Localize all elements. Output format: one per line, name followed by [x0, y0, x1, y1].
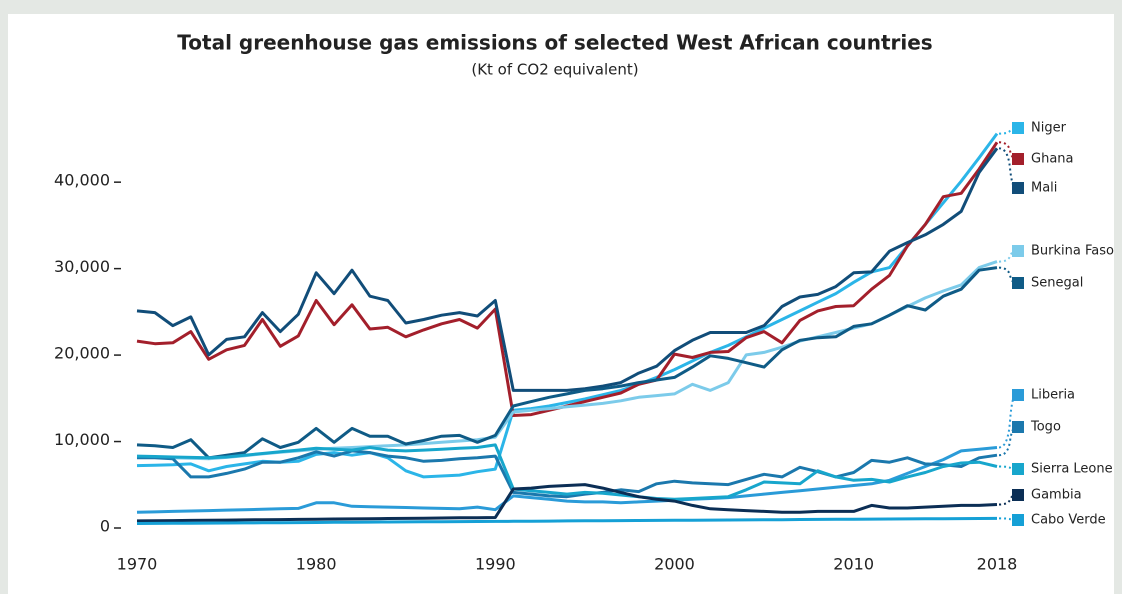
legend-label: Togo: [1030, 420, 1061, 435]
legend-connector: [998, 394, 1017, 449]
y-tick-label: 40,000: [54, 171, 110, 190]
legend-swatch: [1012, 389, 1024, 401]
x-tick-label: 1990: [475, 555, 516, 574]
legend-label: Niger: [1031, 121, 1067, 136]
legend-label: Mali: [1031, 181, 1057, 196]
legend-connector: [998, 147, 1017, 189]
legend-label: Burkina Faso: [1031, 244, 1114, 259]
series-line: [136, 516, 998, 525]
chart-subtitle: (Kt of CO2 equivalent): [471, 61, 638, 79]
legend-label: Gambia: [1031, 488, 1082, 503]
legend-swatch: [1012, 277, 1024, 289]
legend-swatch: [1012, 489, 1024, 501]
legend-label: Liberia: [1031, 388, 1075, 403]
legend-label: Cabo Verde: [1031, 513, 1106, 528]
x-tick-label: 1980: [296, 555, 337, 574]
series-line: [136, 446, 998, 514]
legend-swatch: [1012, 463, 1024, 475]
legend-label: Sierra Leone: [1031, 462, 1113, 477]
legend-swatch: [1012, 245, 1024, 257]
x-tick-label: 2000: [654, 555, 695, 574]
y-tick-label: 0: [100, 517, 110, 536]
x-tick-label: 1970: [117, 555, 158, 574]
legend-swatch: [1012, 421, 1024, 433]
series-line: [136, 443, 998, 501]
y-tick-label: 10,000: [54, 430, 110, 449]
legend-swatch: [1012, 122, 1024, 134]
legend-swatch: [1012, 514, 1024, 526]
legend-connector: [998, 141, 1017, 160]
x-tick-label: 2010: [833, 555, 874, 574]
series-line: [136, 266, 998, 460]
legend-label: Senegal: [1031, 276, 1083, 291]
legend-label: Ghana: [1031, 152, 1074, 167]
series-line: [136, 147, 999, 392]
y-tick-label: 20,000: [54, 344, 110, 363]
legend-swatch: [1012, 153, 1024, 165]
series-line: [137, 449, 998, 499]
chart-title: Total greenhouse gas emissions of select…: [177, 31, 932, 55]
y-tick-label: 30,000: [54, 257, 110, 276]
series-line: [136, 483, 998, 523]
x-tick-label: 2018: [977, 555, 1018, 574]
legend-swatch: [1012, 182, 1024, 194]
